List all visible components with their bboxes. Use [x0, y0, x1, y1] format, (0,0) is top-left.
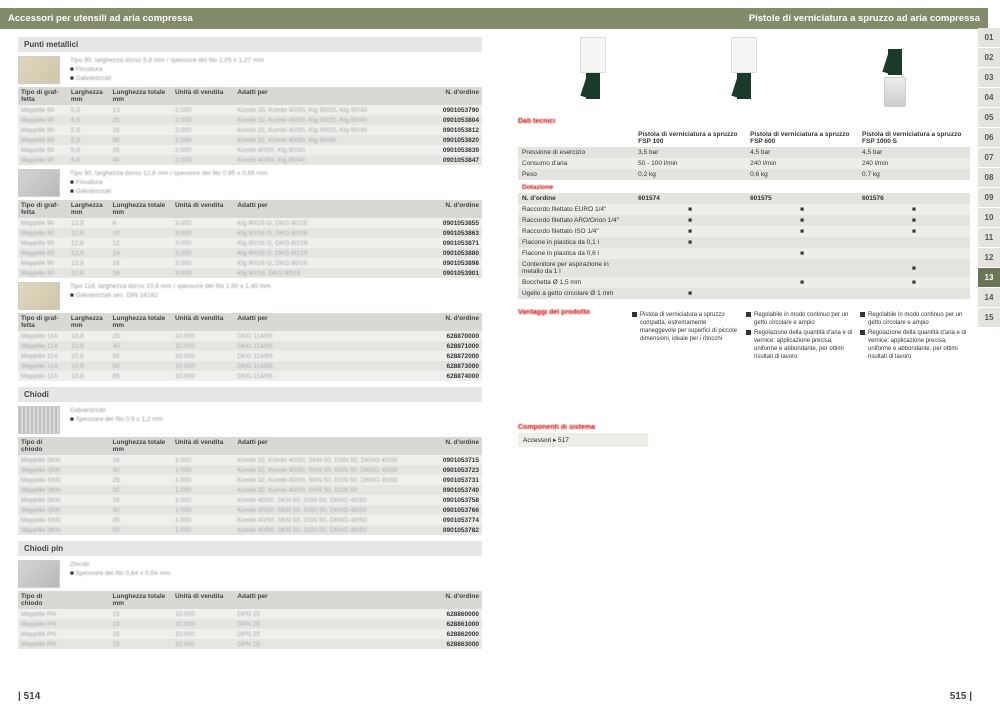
feature-row: Contenitore per aspirazione in metallo d…: [518, 259, 970, 277]
table-row: Mappille PN2510.000DPN 25628862000: [18, 629, 482, 639]
table-row: Mappille 905,8302.000Kombi 32, Kombi 40/…: [18, 135, 482, 145]
table-row: Mappille 11410,86510.000DKG 114/65628874…: [18, 371, 482, 381]
section-title: Punti metallici: [18, 37, 482, 52]
side-tab-10[interactable]: 10: [978, 208, 1000, 228]
feature-row: Raccordo filettato EURO 1/4"■■■: [518, 204, 970, 215]
spec-row: Consumo d'aria50 - 100 l/min240 l/min240…: [518, 158, 970, 169]
advantage-col: Regolabile in modo continuo per un getto…: [746, 311, 856, 364]
feature-row: Raccordo filettato ARO/Orion 1/4"■■■: [518, 215, 970, 226]
data-table: Tipo di graf-fettaLarghezzammLunghezza t…: [18, 87, 482, 165]
spray-gun-fsp1000s: [865, 37, 925, 112]
right-page-number: 515 |: [950, 691, 972, 702]
thumb: [18, 169, 60, 197]
feature-row: Raccordo filettato ISO 1/4"■■■: [518, 226, 970, 237]
side-tab-06[interactable]: 06: [978, 128, 1000, 148]
meta: Galvanizzati■ Spessore del filo 0,9 x 1,…: [70, 406, 163, 434]
right-header: Pistole di verniciatura a spruzzo ad ari…: [500, 8, 988, 29]
sub-block: Tipo 90, larghezza dorso 12,8 mm / spess…: [18, 169, 482, 197]
table-row: Mappille SKN351.000Kombi 40/50, SKN 50, …: [18, 495, 482, 505]
table-row: Mappille 9012,8123.000Klg 90/16 G, DKG 8…: [18, 238, 482, 248]
table-row: Mappille PN1510.000DPN 25628860000: [18, 609, 482, 619]
side-tab-04[interactable]: 04: [978, 88, 1000, 108]
table-row: Mappille 9012,8143.000Klg 90/16 G, DKG 8…: [18, 248, 482, 258]
data-table: Tipo di graf-fettaLarghezzammLunghezza t…: [18, 200, 482, 278]
side-tabs: 010203040506070809101112131415: [978, 28, 1000, 328]
spec-row: Peso0,2 kg0,6 kg0,7 kg: [518, 169, 970, 180]
table-row: Mappille 11410,85010.000DKG 114/65628873…: [18, 361, 482, 371]
table-row: Mappille 9012,8163.000Klg 90/16 G, DKG 8…: [18, 258, 482, 268]
table-row: Mappille SKN401.000Kombi 32, Kombi 40/50…: [18, 465, 482, 475]
table-row: Mappille 905,8252.000Kombi 32, Kombi 40/…: [18, 125, 482, 135]
left-page: Accessori per utensili ad aria compressa…: [0, 0, 500, 707]
side-tab-09[interactable]: 09: [978, 188, 1000, 208]
spec-row: Pressione di esercizio3,5 bar4,5 bar4,5 …: [518, 147, 970, 158]
thumb: [18, 56, 60, 84]
data-table: Tipo di chiodoLunghezza totalemmUnità di…: [18, 591, 482, 649]
left-page-number: | 514: [18, 691, 40, 702]
feature-row: Flacone in plastica da 0,6 l■: [518, 248, 970, 259]
table-row: Mappille PN1910.000DPN 25628861000: [18, 619, 482, 629]
table-row: Mappille 11410,85010.000DKG 114/65628872…: [18, 351, 482, 361]
spray-gun-fsp600: [714, 37, 774, 112]
meta: Tipo 90, larghezza dorso 5,8 mm / spesso…: [70, 56, 264, 84]
table-row: Mappille 11410,82510.000DKG 114/65628870…: [18, 331, 482, 341]
table-row: Mappille SKN301.000Kombi 32, Kombi 40/50…: [18, 485, 482, 495]
meta: Zincati■ Spessore del filo 0,64 x 0,64 m…: [70, 560, 170, 588]
sub-block: Tipo 90, larghezza dorso 5,8 mm / spesso…: [18, 56, 482, 84]
side-tab-08[interactable]: 08: [978, 168, 1000, 188]
side-tab-07[interactable]: 07: [978, 148, 1000, 168]
thumb: [18, 282, 60, 310]
side-tab-02[interactable]: 02: [978, 48, 1000, 68]
advantages: Pistola di verniciatura a spruzzo compat…: [632, 311, 970, 364]
side-tab-13[interactable]: 13: [978, 268, 1000, 288]
side-tab-01[interactable]: 01: [978, 28, 1000, 48]
table-row: Mappille 9012,863.000Klg 90/16 G, DKG 80…: [18, 218, 482, 228]
table-row: Mappille SKN401.000Kombi 40/50, SKN 50, …: [18, 505, 482, 515]
table-row: Mappille SKN251.000Kombi 32, Kombi 40/50…: [18, 475, 482, 485]
componenti-label: Componenti di sistema: [518, 424, 970, 431]
table-row: Mappille SKN451.000Kombi 40/50, SKN 50, …: [18, 515, 482, 525]
table-row: Mappille SKN501.000Kombi 40/50, SKN 50, …: [18, 525, 482, 535]
componenti-box: Componenti di sistema Accessori ▸ 517: [518, 424, 970, 447]
table-row: Mappille 905,8402.000Kombi 40/50, Klg 90…: [18, 155, 482, 165]
dati-tecnici-label: Dati tecnici: [518, 118, 970, 125]
feature-row: Ugello a getto circolare Ø 1 mm■: [518, 288, 970, 299]
section-title: Chiodi pin: [18, 541, 482, 556]
right-page: Pistole di verniciatura a spruzzo ad ari…: [500, 0, 1000, 707]
table-row: Mappille 9012,8163.000Klg 90/16, DKG 80/…: [18, 268, 482, 278]
spray-gun-fsp100: [563, 37, 623, 112]
componenti-link[interactable]: Accessori ▸ 517: [518, 433, 648, 447]
spec-table: Pistola di verniciatura a spruzzoFSP 100…: [518, 129, 970, 299]
sub-block: Zincati■ Spessore del filo 0,64 x 0,64 m…: [18, 560, 482, 588]
side-tab-11[interactable]: 11: [978, 228, 1000, 248]
advantage-col: Regolabile in modo continuo per un getto…: [860, 311, 970, 364]
side-tab-12[interactable]: 12: [978, 248, 1000, 268]
side-tab-15[interactable]: 15: [978, 308, 1000, 328]
thumb: [18, 406, 60, 434]
product-images: [518, 37, 970, 112]
left-header: Accessori per utensili ad aria compressa: [0, 8, 500, 29]
section-title: Chiodi: [18, 387, 482, 402]
sub-block: Tipo 114, larghezza dorso 10,8 mm / spes…: [18, 282, 482, 310]
table-row: Mappille 905,8352.000Kombi 40/50, Klg 90…: [18, 145, 482, 155]
table-row: Mappille SKN161.000Kombi 32, Kombi 40/50…: [18, 455, 482, 465]
table-row: Mappille 905,8132.000Kombi 30, Kombi 40/…: [18, 105, 482, 115]
table-row: Mappille PN2510.000DPN 25628863000: [18, 639, 482, 649]
vantaggi-label: Vantaggi del prodotto: [518, 309, 628, 360]
advantage-col: Pistola di verniciatura a spruzzo compat…: [632, 311, 742, 364]
side-tab-05[interactable]: 05: [978, 108, 1000, 128]
thumb: [18, 560, 60, 588]
meta: Tipo 114, larghezza dorso 10,8 mm / spes…: [70, 282, 271, 310]
side-tab-14[interactable]: 14: [978, 288, 1000, 308]
data-table: Tipo di chiodoLunghezza totalemmUnità di…: [18, 437, 482, 535]
table-row: Mappille 11410,84010.000DKG 114/65628871…: [18, 341, 482, 351]
feature-row: Bocchetta Ø 1,5 mm■■: [518, 277, 970, 288]
meta: Tipo 90, larghezza dorso 12,8 mm / spess…: [70, 169, 267, 197]
sub-block: Galvanizzati■ Spessore del filo 0,9 x 1,…: [18, 406, 482, 434]
feature-row: Flacone in plastica da 0,1 l■: [518, 237, 970, 248]
data-table: Tipo di graf-fettaLarghezzammLunghezza t…: [18, 313, 482, 381]
table-row: Mappille 9012,8103.000Klg 90/16 G, DKG 8…: [18, 228, 482, 238]
table-row: Mappille 905,8252.000Kombi 32, Kombi 40/…: [18, 115, 482, 125]
side-tab-03[interactable]: 03: [978, 68, 1000, 88]
